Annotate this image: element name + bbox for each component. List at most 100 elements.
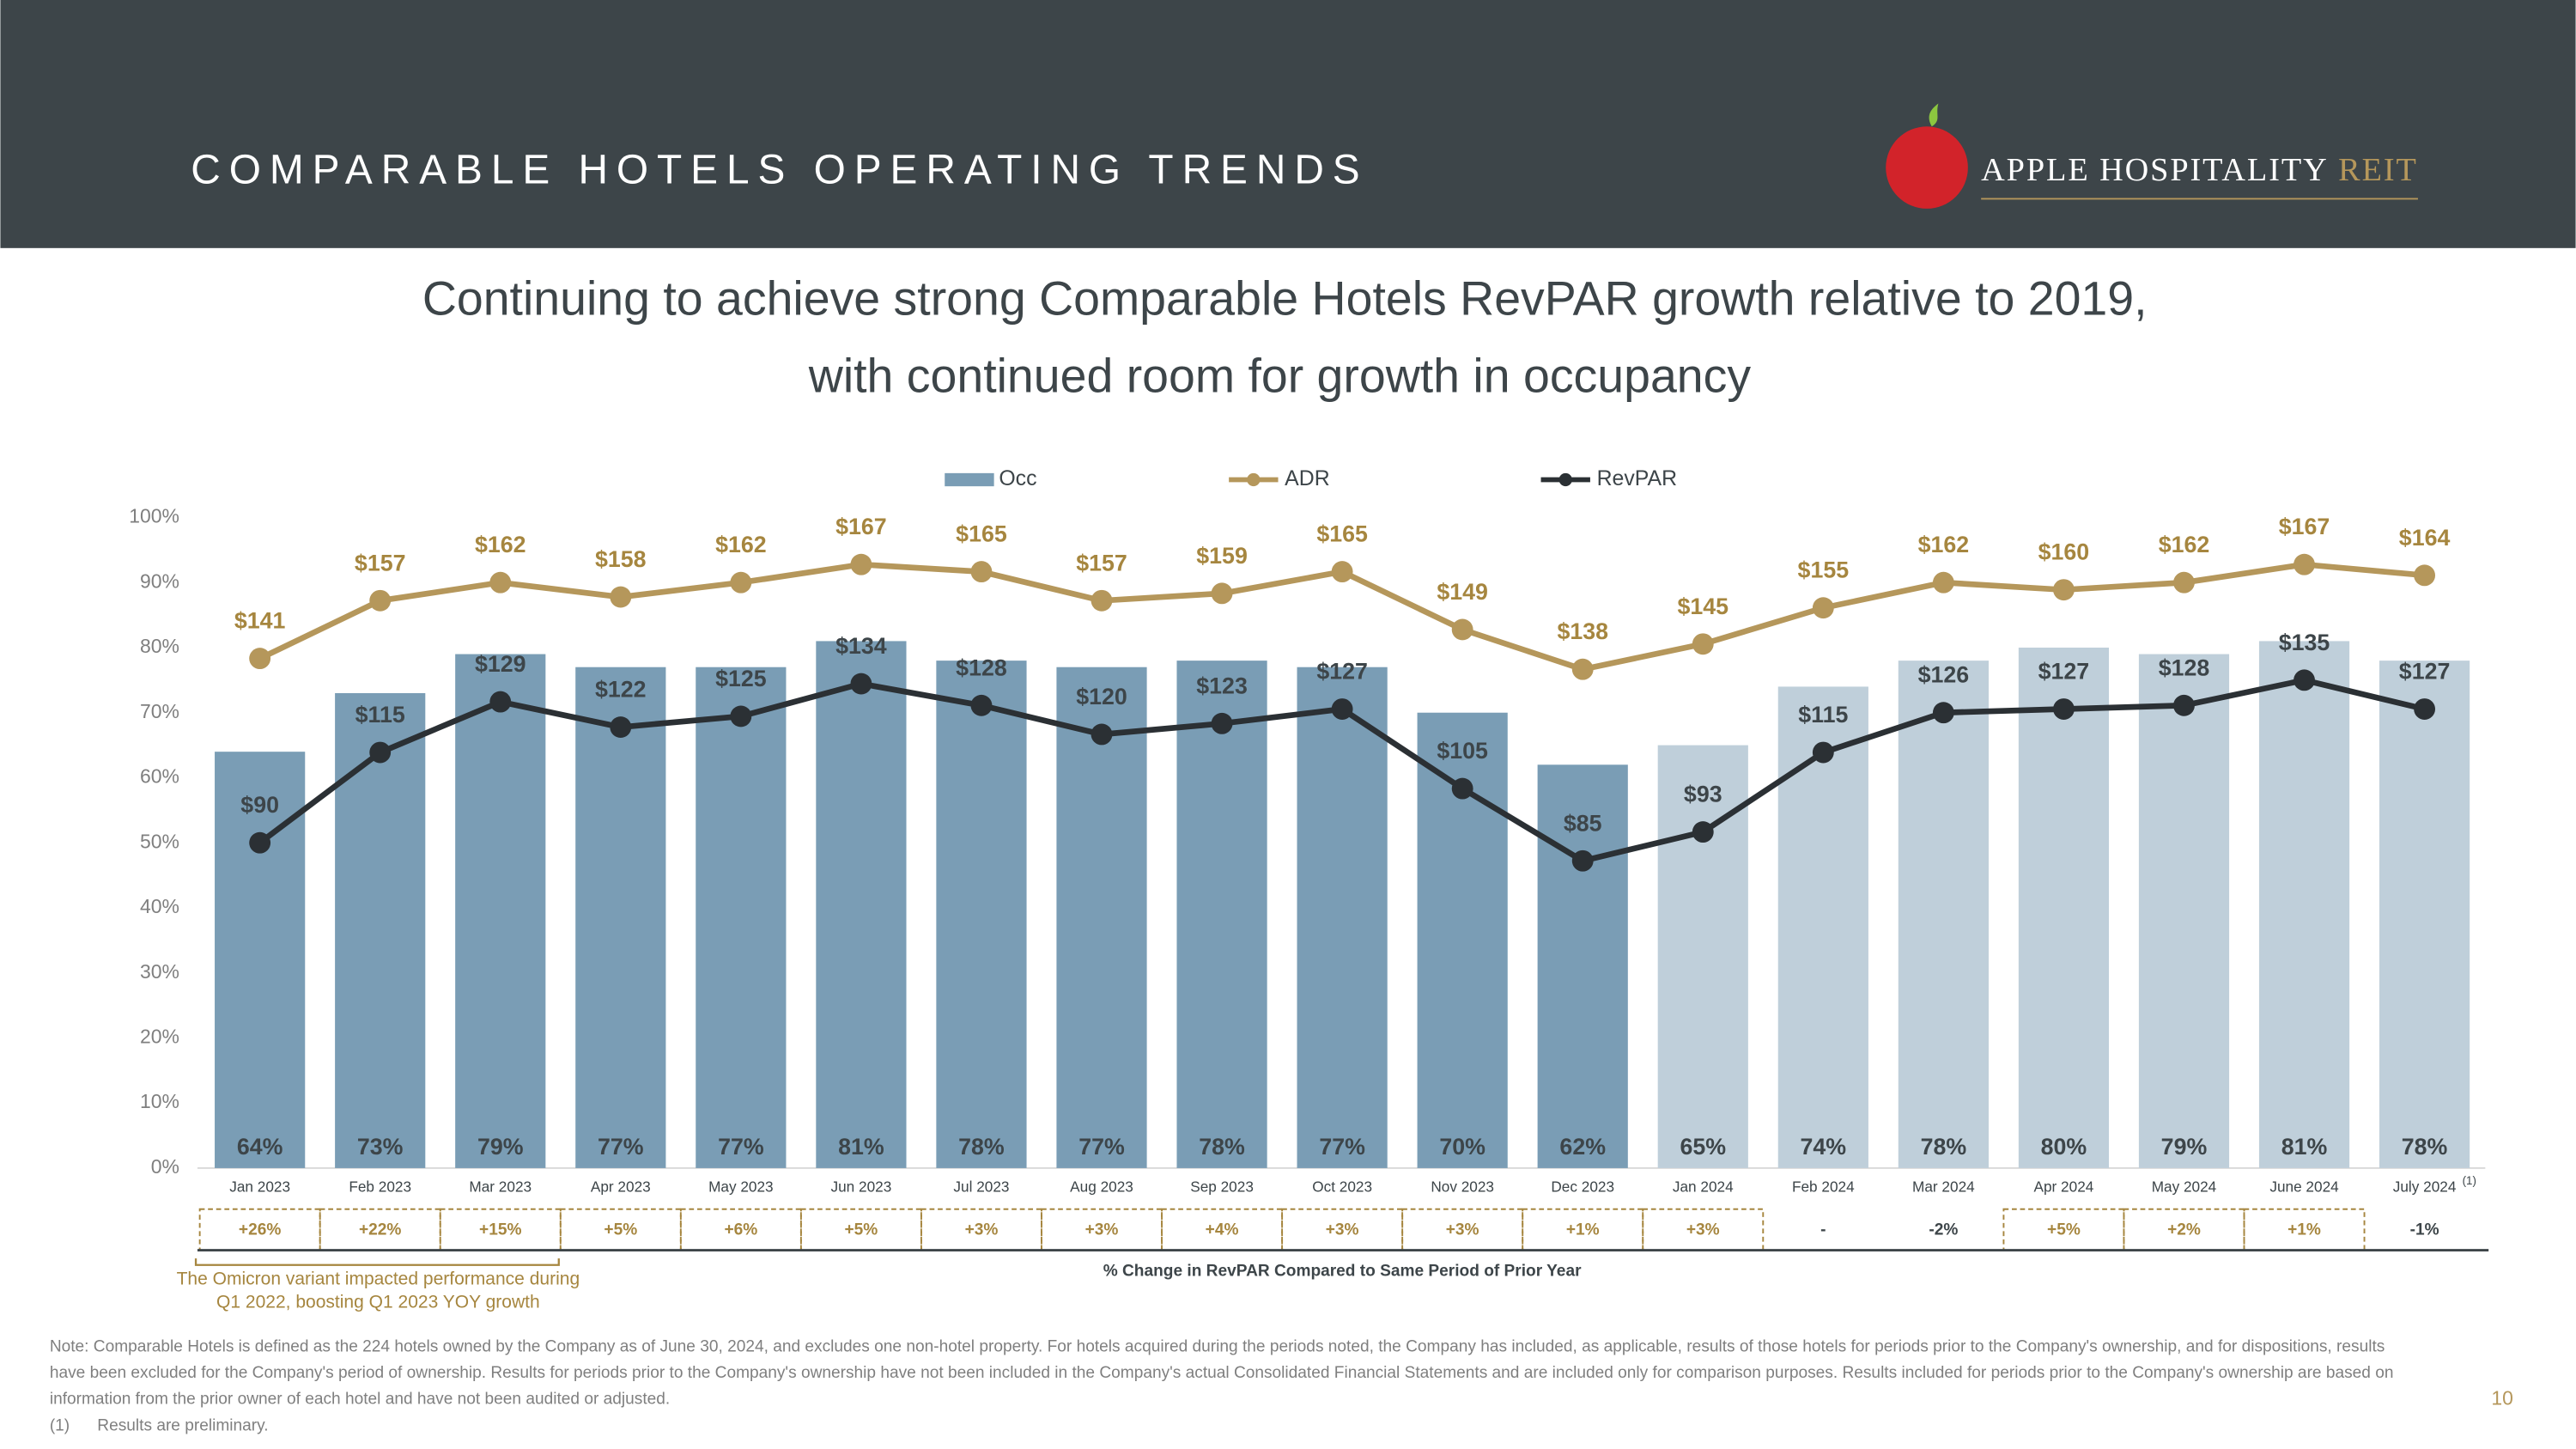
logo-accent: REIT: [2338, 152, 2418, 188]
category-note: (1): [2463, 1174, 2476, 1187]
x-tick-label: July 2024: [2393, 1178, 2457, 1195]
bar: [1657, 745, 1748, 1168]
point: [1091, 723, 1113, 746]
y-tick-label: 80%: [140, 635, 179, 657]
legend-label: RevPAR: [1597, 466, 1677, 490]
logo-text: APPLE HOSPITALITY REIT: [1981, 152, 2418, 188]
change-box: [198, 1208, 321, 1251]
point: [850, 553, 872, 575]
point: [730, 571, 752, 594]
point-label: $162: [475, 532, 526, 557]
y-tick-label: 30%: [140, 960, 179, 983]
point-label: $93: [1684, 782, 1722, 807]
bar: [816, 641, 907, 1168]
point-label: $128: [2159, 654, 2210, 680]
point: [2293, 669, 2315, 691]
point: [2414, 564, 2436, 587]
bar: [455, 654, 546, 1168]
point-label: $149: [1437, 579, 1488, 605]
y-tick-label: 100%: [129, 505, 179, 527]
change-label: -1%: [2410, 1221, 2439, 1239]
change-box: [2123, 1208, 2245, 1251]
point-label: $159: [1196, 543, 1248, 569]
bar: [1777, 686, 1868, 1168]
change-box: [2002, 1208, 2125, 1251]
point-label: $129: [475, 651, 526, 677]
point-label: $145: [1678, 594, 1729, 619]
bar-label: 74%: [1801, 1134, 1847, 1160]
point-label: $125: [715, 666, 767, 691]
bar: [1297, 667, 1388, 1168]
change-label: -: [1820, 1221, 1826, 1239]
point: [1451, 618, 1473, 641]
legend-label: ADR: [1285, 466, 1330, 490]
chart-title: Continuing to achieve strong Comparable …: [422, 272, 2148, 326]
bar-label: 78%: [958, 1134, 1005, 1160]
point: [1932, 702, 1954, 724]
change-label: -2%: [1929, 1221, 1958, 1239]
point: [1812, 597, 1834, 619]
change-box: [1281, 1208, 1404, 1251]
change-box: [439, 1208, 562, 1251]
legend-label: Occ: [999, 466, 1036, 490]
point-label: $167: [835, 514, 887, 539]
point: [369, 741, 392, 764]
change-box: [2243, 1208, 2366, 1251]
x-tick-label: Nov 2023: [1431, 1178, 1494, 1195]
y-tick-label: 50%: [140, 830, 179, 852]
x-tick-label: Dec 2023: [1551, 1178, 1614, 1195]
point: [1211, 712, 1233, 734]
change-label: +15%: [479, 1221, 521, 1239]
point-label: $138: [1557, 618, 1608, 644]
bar-label: 81%: [838, 1134, 884, 1160]
point-label: $164: [2399, 525, 2451, 551]
change-label: +26%: [239, 1221, 281, 1239]
point-label: $90: [240, 792, 279, 818]
change-box: [1401, 1208, 1524, 1251]
point: [610, 716, 632, 738]
bar-label: 78%: [2402, 1134, 2448, 1160]
x-tick-label: May 2024: [2152, 1178, 2217, 1195]
y-tick-label: 40%: [140, 895, 179, 917]
change-label: +3%: [1326, 1221, 1359, 1239]
change-label: +3%: [1446, 1221, 1479, 1239]
x-tick-label: May 2023: [708, 1178, 774, 1195]
annotation-bracket: [194, 1258, 560, 1266]
point-label: $162: [2159, 532, 2210, 557]
change-label: +1%: [1566, 1221, 1600, 1239]
y-tick-label: 0%: [151, 1155, 179, 1178]
point: [1331, 698, 1353, 720]
change-label: +5%: [604, 1221, 637, 1239]
point-label: $122: [595, 677, 647, 703]
bar-label: 73%: [357, 1134, 404, 1160]
point: [1571, 849, 1594, 872]
bar: [1056, 667, 1147, 1168]
change-label: +5%: [845, 1221, 878, 1239]
bar: [2138, 654, 2230, 1168]
point: [2293, 553, 2315, 575]
note: information from the prior owner of each…: [50, 1391, 670, 1409]
bar: [2258, 641, 2350, 1168]
point-label: $167: [2279, 514, 2330, 539]
x-tick-label: Oct 2023: [1312, 1178, 1372, 1195]
footnote-text: Results are preliminary.: [97, 1416, 268, 1434]
point-label: $120: [1076, 684, 1127, 709]
bar-label: 77%: [1078, 1134, 1125, 1160]
bar: [2379, 661, 2470, 1168]
legend-swatch: [1558, 472, 1572, 487]
bar: [575, 667, 666, 1168]
point: [2052, 579, 2075, 601]
point: [2173, 694, 2195, 716]
point: [1571, 658, 1594, 680]
footnote-marker: (1): [50, 1416, 70, 1434]
point: [1932, 571, 1954, 594]
point: [1692, 633, 1714, 655]
y-tick-label: 90%: [140, 569, 179, 592]
x-tick-label: Jan 2024: [1673, 1178, 1734, 1195]
bar: [1898, 661, 1989, 1168]
change-label: +5%: [2047, 1221, 2081, 1239]
change-box: [319, 1208, 441, 1251]
bar-label: 77%: [1319, 1134, 1365, 1160]
annotation: The Omicron variant impacted performance…: [177, 1269, 580, 1289]
